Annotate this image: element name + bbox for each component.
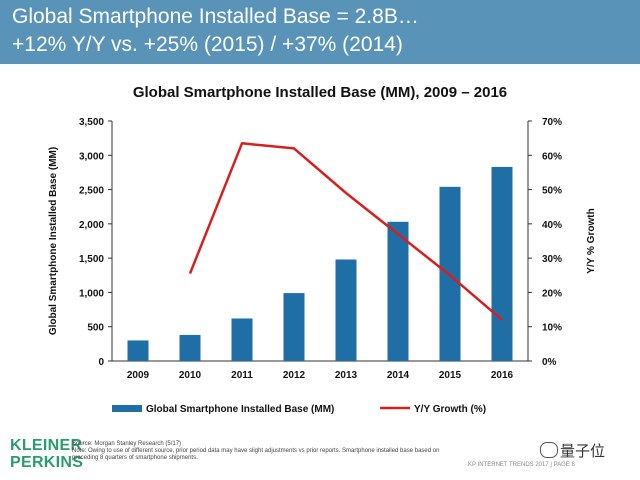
y-tick-label: 1,000 — [79, 288, 104, 299]
bar — [127, 340, 149, 361]
x-tick-label: 2009 — [127, 370, 150, 381]
growth-line-series — [188, 142, 503, 321]
x-tick-label: 2014 — [387, 370, 410, 381]
y2-tick-label: 50% — [542, 186, 562, 197]
y-tick-label: 3,000 — [79, 151, 104, 162]
source-line1: Source: Morgan Stanley Research (5/17) — [72, 441, 182, 447]
slide-title-line2: +12% Y/Y vs. +25% (2015) / +37% (2014) — [12, 33, 403, 56]
legend-line-label: Y/Y Growth (%) — [414, 404, 486, 415]
bar — [179, 334, 201, 361]
kleiner-perkins-logo: KLEINER PERKINS — [10, 437, 83, 471]
y-tick-label: 2,000 — [79, 220, 104, 231]
y2-tick-label: 10% — [542, 323, 562, 334]
y-tick-label: 1,500 — [79, 254, 104, 265]
y2-tick-label: 40% — [542, 220, 562, 231]
logo-line1: KLEINER — [10, 437, 83, 454]
source-line2: Note: Owing to use of different source, … — [72, 448, 440, 454]
y2-axis-label: Y/Y % Growth — [586, 208, 597, 273]
x-tick-label: 2013 — [335, 370, 358, 381]
source-line3: preceding 8 quarters of smartphone shipm… — [72, 455, 198, 461]
y2-tick-label: 60% — [542, 151, 562, 162]
chart-axes — [108, 120, 532, 362]
x-tick-label: 2012 — [283, 370, 306, 381]
wechat-icon — [540, 442, 558, 458]
tick-labels: 0 500 1,000 1,500 2,000 2,500 3,000 3,500 0% 10% 2… — [79, 117, 562, 381]
y-tick-label: 3,500 — [79, 117, 104, 128]
y2-tick-label: 70% — [542, 117, 562, 128]
page-footer: KP INTERNET TRENDS 2017 | PAGE 8 — [468, 462, 575, 468]
bar — [387, 221, 409, 361]
watermark-text: 量子位 — [560, 442, 606, 460]
x-tick-label: 2011 — [231, 370, 253, 381]
y-tick-label: 2,500 — [79, 186, 104, 197]
y2-tick-label: 30% — [542, 254, 562, 265]
slide-header: Global Smartphone Installed Base = 2.8B…… — [0, 0, 640, 64]
chart-legend: Global Smartphone Installed Base (MM) Y/Y… — [112, 404, 486, 415]
logo-line2: PERKINS — [10, 454, 84, 471]
source-note: Source: Morgan Stanley Research (5/17) N… — [72, 441, 472, 462]
slide-title-line1: Global Smartphone Installed Base = 2.8B… — [12, 5, 419, 28]
y2-tick-label: 0% — [542, 357, 557, 368]
y2-tick-label: 20% — [542, 288, 562, 299]
x-tick-label: 2010 — [179, 370, 202, 381]
bar-series — [127, 166, 513, 361]
x-tick-label: 2016 — [491, 370, 514, 381]
y-axis-label: Global Smartphone Installed Base (MM) — [48, 147, 59, 335]
y-tick-label: 0 — [98, 357, 104, 368]
installed-base-chart: Global Smartphone Installed Base (MM), 2… — [48, 84, 597, 415]
bar — [231, 318, 253, 361]
bar — [283, 293, 305, 361]
y-tick-label: 500 — [87, 323, 104, 334]
legend-bar-label: Global Smartphone Installed Base (MM) — [146, 404, 334, 415]
bar — [491, 166, 513, 361]
x-tick-label: 2015 — [439, 370, 462, 381]
chart-title: Global Smartphone Installed Base (MM), 2… — [133, 84, 507, 101]
bar — [335, 259, 357, 361]
legend-bar-swatch — [112, 405, 142, 412]
growth-line — [188, 142, 503, 321]
